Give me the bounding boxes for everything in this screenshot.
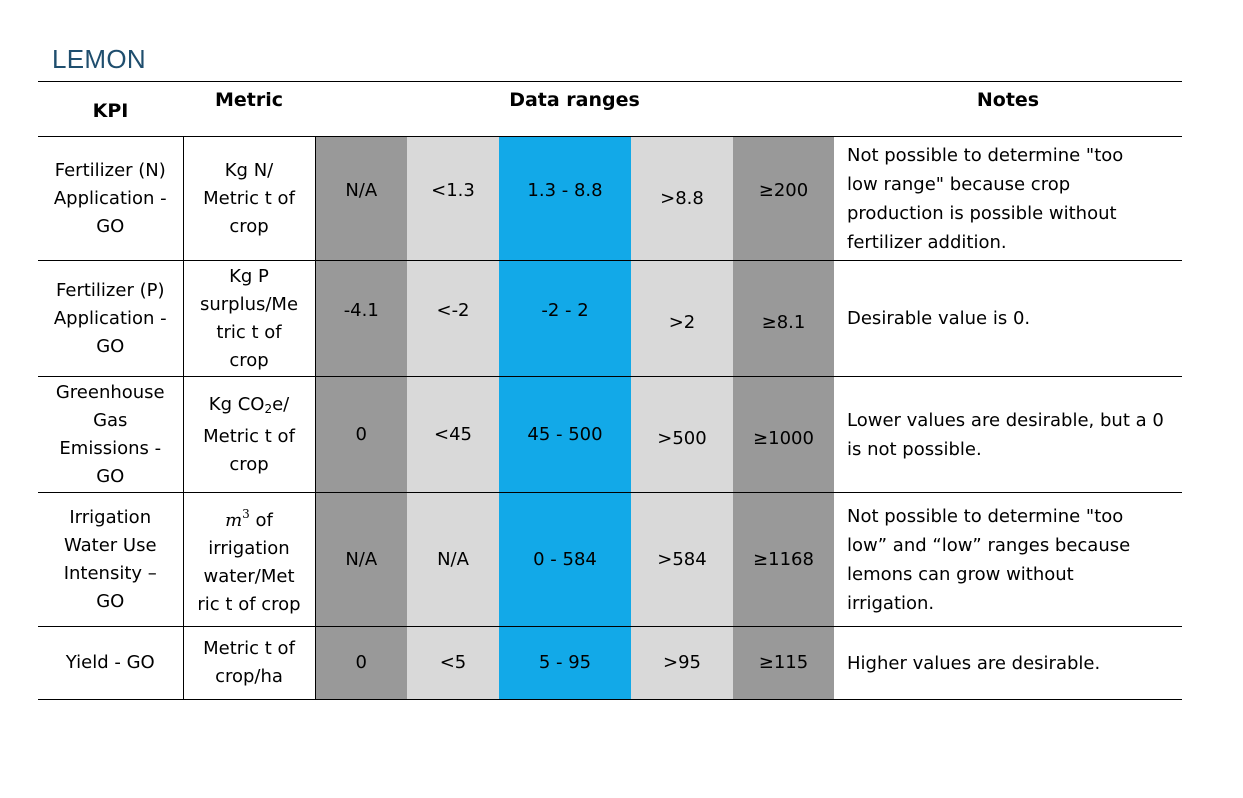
kpi-cell: Fertilizer (N) Application - GO — [38, 136, 184, 261]
notes-cell: Higher values are desirable. — [834, 626, 1182, 700]
range-low-cell: <-2 — [407, 260, 499, 377]
range-very-low-cell: -4.1 — [315, 260, 407, 377]
range-high-cell: >2 — [631, 260, 733, 377]
notes-cell: Not possible to determine "too low range"… — [834, 136, 1182, 261]
table-row: Yield - GO Metric t of crop/ha 0 <5 5 - 9… — [38, 626, 1182, 700]
range-desirable-cell: 1.3 - 8.8 — [499, 136, 631, 261]
range-very-high-cell: ≥1168 — [733, 492, 834, 627]
range-desirable-cell: 0 - 584 — [499, 492, 631, 627]
range-very-high-cell: ≥8.1 — [733, 260, 834, 377]
notes-cell: Lower values are desirable, but a 0 is no… — [834, 376, 1182, 493]
header-metric: Metric — [183, 81, 315, 137]
header-row: KPI Metric Data ranges Notes — [38, 81, 1182, 137]
table-row: Fertilizer (N) Application - GO Kg N/Metri… — [38, 136, 1182, 261]
table-row: Irrigation Water Use Intensity – GO m3 of i… — [38, 492, 1182, 627]
metric-cell: m3 of irrigation water/Met ric t of crop — [183, 492, 316, 627]
range-low-cell: <45 — [407, 376, 499, 493]
kpi-cell: Greenhouse Gas Emissions - GO — [38, 376, 184, 493]
range-desirable-cell: 5 - 95 — [499, 626, 631, 700]
table-row: Greenhouse Gas Emissions - GO Kg CO2e/ Metr… — [38, 376, 1182, 493]
range-low-cell: <5 — [407, 626, 499, 700]
range-high-cell: >500 — [631, 376, 733, 493]
range-very-low-cell: N/A — [315, 136, 407, 261]
range-high-cell: >95 — [631, 626, 733, 700]
metric-cell: Metric t of crop/ha — [183, 626, 316, 700]
range-very-high-cell: ≥200 — [733, 136, 834, 261]
header-data-ranges: Data ranges — [315, 81, 834, 137]
kpi-cell: Fertilizer (P) Application - GO — [38, 260, 184, 377]
range-very-low-cell: 0 — [315, 376, 407, 493]
range-desirable-cell: 45 - 500 — [499, 376, 631, 493]
page-title: LEMON — [52, 44, 146, 74]
kpi-cell: Yield - GO — [38, 626, 184, 700]
notes-cell: Not possible to determine "too low” and “… — [834, 492, 1182, 627]
range-very-low-cell: N/A — [315, 492, 407, 627]
notes-cell: Desirable value is 0. — [834, 260, 1182, 377]
kpi-table: KPI Metric Data ranges Notes Fertilizer … — [38, 81, 1182, 700]
kpi-cell: Irrigation Water Use Intensity – GO — [38, 492, 184, 627]
range-low-cell: <1.3 — [407, 136, 499, 261]
range-very-low-cell: 0 — [315, 626, 407, 700]
range-desirable-cell: -2 - 2 — [499, 260, 631, 377]
range-low-cell: N/A — [407, 492, 499, 627]
range-very-high-cell: ≥115 — [733, 626, 834, 700]
range-high-cell: >584 — [631, 492, 733, 627]
header-notes: Notes — [834, 81, 1182, 137]
header-kpi: KPI — [38, 81, 183, 137]
range-very-high-cell: ≥1000 — [733, 376, 834, 493]
metric-cell: Kg N/Metric t of crop — [183, 136, 316, 261]
range-high-cell: >8.8 — [631, 136, 733, 261]
metric-cell: Kg CO2e/ Metric t of crop — [183, 376, 316, 493]
